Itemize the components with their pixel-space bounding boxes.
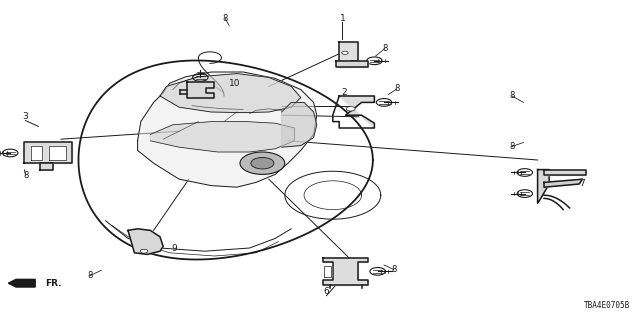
Circle shape bbox=[251, 157, 274, 169]
Circle shape bbox=[240, 152, 285, 174]
Text: 10: 10 bbox=[229, 79, 241, 88]
Text: 8: 8 bbox=[87, 271, 92, 280]
Text: 2: 2 bbox=[342, 88, 347, 97]
Text: 7: 7 bbox=[580, 179, 585, 188]
Text: 8: 8 bbox=[223, 14, 228, 23]
Polygon shape bbox=[150, 122, 294, 152]
Polygon shape bbox=[49, 146, 66, 160]
Text: 3: 3 bbox=[23, 112, 28, 121]
Polygon shape bbox=[31, 146, 42, 160]
Polygon shape bbox=[128, 229, 163, 254]
Polygon shape bbox=[339, 42, 358, 67]
Text: 8: 8 bbox=[391, 265, 396, 274]
Text: 9: 9 bbox=[172, 244, 177, 253]
Text: 6: 6 bbox=[324, 287, 329, 296]
Text: 8: 8 bbox=[394, 84, 399, 93]
Circle shape bbox=[342, 51, 348, 54]
Circle shape bbox=[140, 249, 148, 253]
Polygon shape bbox=[8, 279, 35, 287]
Text: TBA4E0705B: TBA4E0705B bbox=[584, 301, 630, 310]
Text: 8: 8 bbox=[382, 44, 387, 53]
Text: 8: 8 bbox=[23, 171, 28, 180]
Polygon shape bbox=[282, 102, 317, 147]
Polygon shape bbox=[187, 82, 214, 98]
Text: 8: 8 bbox=[509, 142, 515, 151]
Polygon shape bbox=[323, 258, 368, 285]
Text: 8: 8 bbox=[509, 92, 515, 100]
Polygon shape bbox=[538, 170, 549, 203]
Polygon shape bbox=[24, 142, 72, 163]
Circle shape bbox=[346, 107, 355, 111]
Text: FR.: FR. bbox=[45, 279, 61, 288]
Polygon shape bbox=[160, 74, 301, 113]
Polygon shape bbox=[336, 61, 368, 67]
Polygon shape bbox=[138, 72, 317, 187]
Polygon shape bbox=[339, 96, 374, 128]
Text: 1: 1 bbox=[340, 14, 345, 23]
Polygon shape bbox=[544, 170, 586, 175]
Polygon shape bbox=[544, 179, 582, 187]
Polygon shape bbox=[40, 163, 53, 170]
Polygon shape bbox=[324, 266, 331, 277]
